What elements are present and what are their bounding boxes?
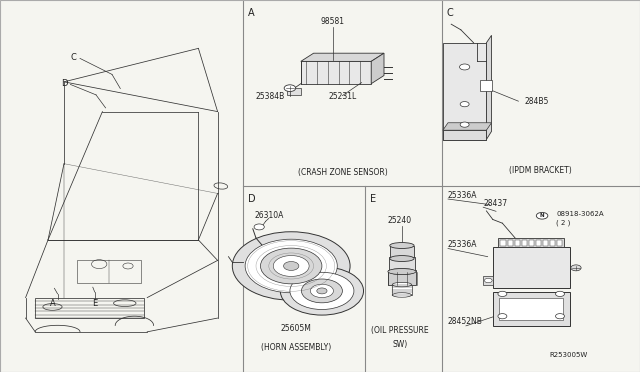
Bar [522, 240, 527, 246]
Circle shape [571, 265, 581, 271]
Text: E: E [92, 299, 97, 308]
Circle shape [498, 291, 507, 296]
Text: 26310A: 26310A [255, 211, 284, 219]
Text: (OIL PRESSURE: (OIL PRESSURE [371, 326, 429, 335]
Bar [301, 61, 371, 84]
Circle shape [232, 232, 350, 300]
Text: 08918-3062A: 08918-3062A [557, 211, 604, 217]
Circle shape [301, 279, 342, 303]
Text: (CRASH ZONE SENSOR): (CRASH ZONE SENSOR) [298, 168, 387, 177]
Text: 25336A: 25336A [448, 240, 477, 249]
Circle shape [556, 314, 564, 319]
Text: 98581: 98581 [321, 17, 345, 26]
Text: 28437: 28437 [483, 199, 508, 208]
Bar [443, 43, 486, 140]
Text: 25336A: 25336A [448, 191, 477, 200]
Bar [390, 246, 414, 259]
Ellipse shape [388, 269, 416, 275]
Bar [498, 238, 564, 247]
Text: D: D [61, 79, 67, 88]
Text: SW): SW) [392, 340, 408, 349]
Text: D: D [248, 194, 256, 204]
Ellipse shape [392, 293, 412, 297]
Circle shape [310, 284, 333, 298]
Text: A: A [248, 8, 255, 18]
Bar [536, 240, 541, 246]
Polygon shape [486, 35, 492, 140]
Bar [557, 240, 562, 246]
Ellipse shape [390, 243, 414, 248]
Polygon shape [443, 123, 492, 130]
Ellipse shape [389, 269, 415, 275]
Bar [480, 80, 492, 91]
Bar [392, 285, 412, 295]
Bar [550, 240, 555, 246]
Bar [529, 240, 534, 246]
Text: 284B5: 284B5 [525, 97, 549, 106]
Bar [388, 270, 416, 285]
Bar [499, 298, 563, 320]
Text: 25231L: 25231L [328, 92, 356, 100]
Bar [493, 292, 570, 326]
Circle shape [536, 212, 548, 219]
Circle shape [273, 256, 309, 276]
Circle shape [460, 102, 469, 107]
Bar [500, 240, 506, 246]
Bar [515, 240, 520, 246]
Bar [493, 247, 570, 288]
Circle shape [284, 262, 299, 270]
Polygon shape [301, 53, 384, 61]
Text: ( 2 ): ( 2 ) [556, 219, 570, 226]
Bar [543, 240, 548, 246]
Text: 25384B: 25384B [255, 92, 285, 100]
Circle shape [484, 278, 492, 283]
Circle shape [317, 288, 327, 294]
Bar [508, 240, 513, 246]
Bar [389, 257, 415, 272]
Text: 28452NB: 28452NB [448, 317, 483, 326]
Circle shape [556, 291, 564, 296]
Circle shape [460, 122, 469, 127]
Text: N: N [540, 213, 545, 218]
Bar [287, 88, 301, 95]
Circle shape [245, 239, 337, 293]
Circle shape [280, 267, 364, 315]
Circle shape [460, 64, 470, 70]
Text: (IPDM BRACKET): (IPDM BRACKET) [509, 166, 572, 175]
Text: 25240: 25240 [388, 216, 412, 225]
Text: 25605M: 25605M [281, 324, 312, 333]
Bar [35, 298, 144, 318]
Bar [77, 260, 141, 283]
Circle shape [260, 248, 322, 284]
Ellipse shape [392, 282, 412, 287]
Text: C: C [70, 53, 77, 62]
Text: E: E [370, 194, 376, 204]
Ellipse shape [390, 256, 414, 262]
Bar [443, 130, 486, 140]
Polygon shape [371, 53, 384, 84]
Circle shape [254, 224, 264, 230]
Text: R253005W: R253005W [549, 352, 588, 358]
Bar [483, 276, 493, 285]
Circle shape [498, 314, 507, 319]
Circle shape [284, 85, 296, 92]
Text: (HORN ASSEMBLY): (HORN ASSEMBLY) [261, 343, 332, 352]
Text: A: A [50, 299, 55, 308]
Text: C: C [447, 8, 454, 18]
Circle shape [290, 272, 354, 310]
